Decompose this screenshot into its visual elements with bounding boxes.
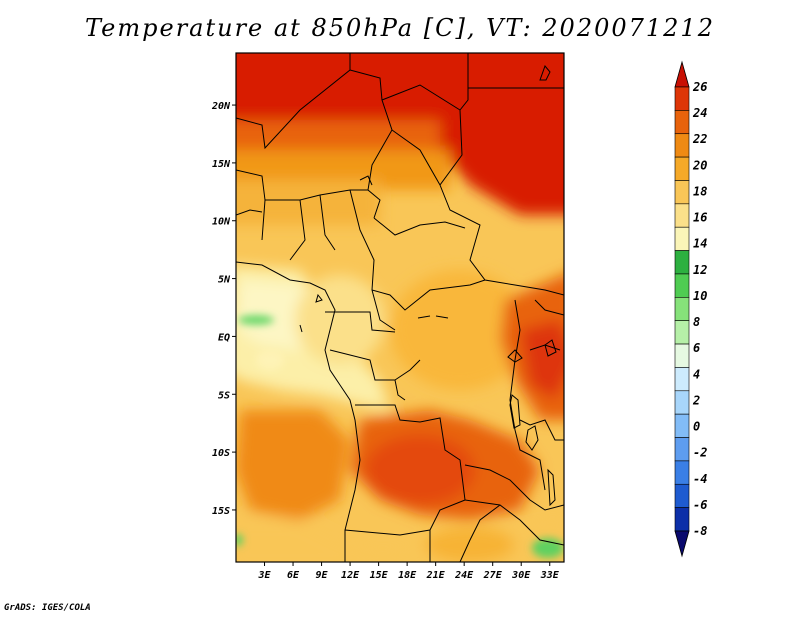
y-tick-label: EQ [218, 332, 230, 343]
colorbar-swatch [674, 460, 690, 485]
y-tick-label: 15N [212, 159, 231, 170]
x-tick-label: 18E [398, 570, 417, 581]
colorbar-label: 12 [693, 263, 707, 277]
colorbar-swatch [674, 273, 690, 298]
colorbar-label: 26 [692, 80, 707, 94]
plot-frame [235, 52, 565, 563]
y-tick-label: 15S [212, 506, 230, 517]
colorbar-label: 10 [693, 289, 707, 303]
colorbar-label: -6 [693, 498, 707, 512]
x-tick-label: 15E [370, 570, 389, 581]
x-tick-label: 24E [454, 570, 474, 581]
colorbar-label: -4 [693, 472, 707, 486]
colorbar-label: 6 [693, 341, 700, 355]
x-tick-label: 3E [257, 570, 271, 581]
colorbar-swatch [674, 483, 690, 508]
colorbar-label: 4 [693, 367, 700, 381]
colorbar-swatch [674, 297, 690, 321]
colorbar-swatch [674, 133, 690, 158]
colorbar-swatch [674, 413, 690, 438]
y-tick-label: 10S [212, 448, 230, 459]
colorbar-label: 22 [692, 132, 707, 146]
x-tick-label: 27E [483, 570, 503, 581]
colorbar-top-cap [674, 60, 690, 88]
colorbar-swatch [674, 226, 690, 251]
colorbar-swatch [674, 507, 690, 532]
x-tick-label: 21E [426, 570, 446, 581]
colorbar-swatch [674, 437, 690, 462]
colorbar-swatch [674, 203, 690, 228]
colorbar-swatch [674, 390, 690, 415]
colorbar-label: 18 [693, 184, 707, 198]
colorbar-label: 0 [693, 420, 700, 434]
x-tick-label: 30E [511, 570, 531, 581]
colorbar-swatch [674, 250, 690, 275]
colorbar-label: -2 [693, 446, 707, 460]
colorbar-swatch [674, 180, 690, 205]
colorbar-label: 16 [693, 211, 707, 225]
y-axis: 20N 15N 10N 5N EQ 5S 10S 15S [211, 101, 236, 517]
map-title: Temperature at 850hPa [C], VT: 202007121… [85, 14, 715, 42]
x-axis: 3E 6E 9E 12E 15E 18E 21E 24E 27E 30E 33E [257, 562, 560, 581]
colorbar-label: 8 [693, 315, 700, 329]
y-tick-label: 5S [218, 390, 230, 401]
colorbar-label: 14 [693, 237, 707, 251]
x-tick-label: 12E [341, 570, 360, 581]
x-tick-label: 6E [287, 570, 300, 581]
colorbar-swatch [674, 320, 690, 345]
colorbar-swatch [674, 343, 690, 368]
y-tick-label: 10N [212, 217, 231, 228]
colorbar-swatch [674, 156, 690, 181]
colorbar-swatch [674, 110, 690, 135]
country-borders [236, 53, 564, 562]
y-tick-label: 5N [218, 275, 231, 286]
colorbar-label: 2 [692, 393, 700, 407]
colorbar-label: -8 [693, 524, 707, 538]
y-tick-label: 20N [211, 101, 231, 112]
x-tick-label: 9E [316, 570, 329, 581]
colorbar-swatch [674, 367, 690, 392]
x-tick-label: 33E [540, 570, 560, 581]
footer-credit: GrADS: IGES/COLA [4, 603, 91, 613]
colorbar-bottom-cap [674, 530, 690, 558]
colorbar-label: 20 [692, 158, 707, 172]
colorbar-swatch [674, 86, 690, 111]
colorbar-label: 24 [692, 106, 707, 120]
